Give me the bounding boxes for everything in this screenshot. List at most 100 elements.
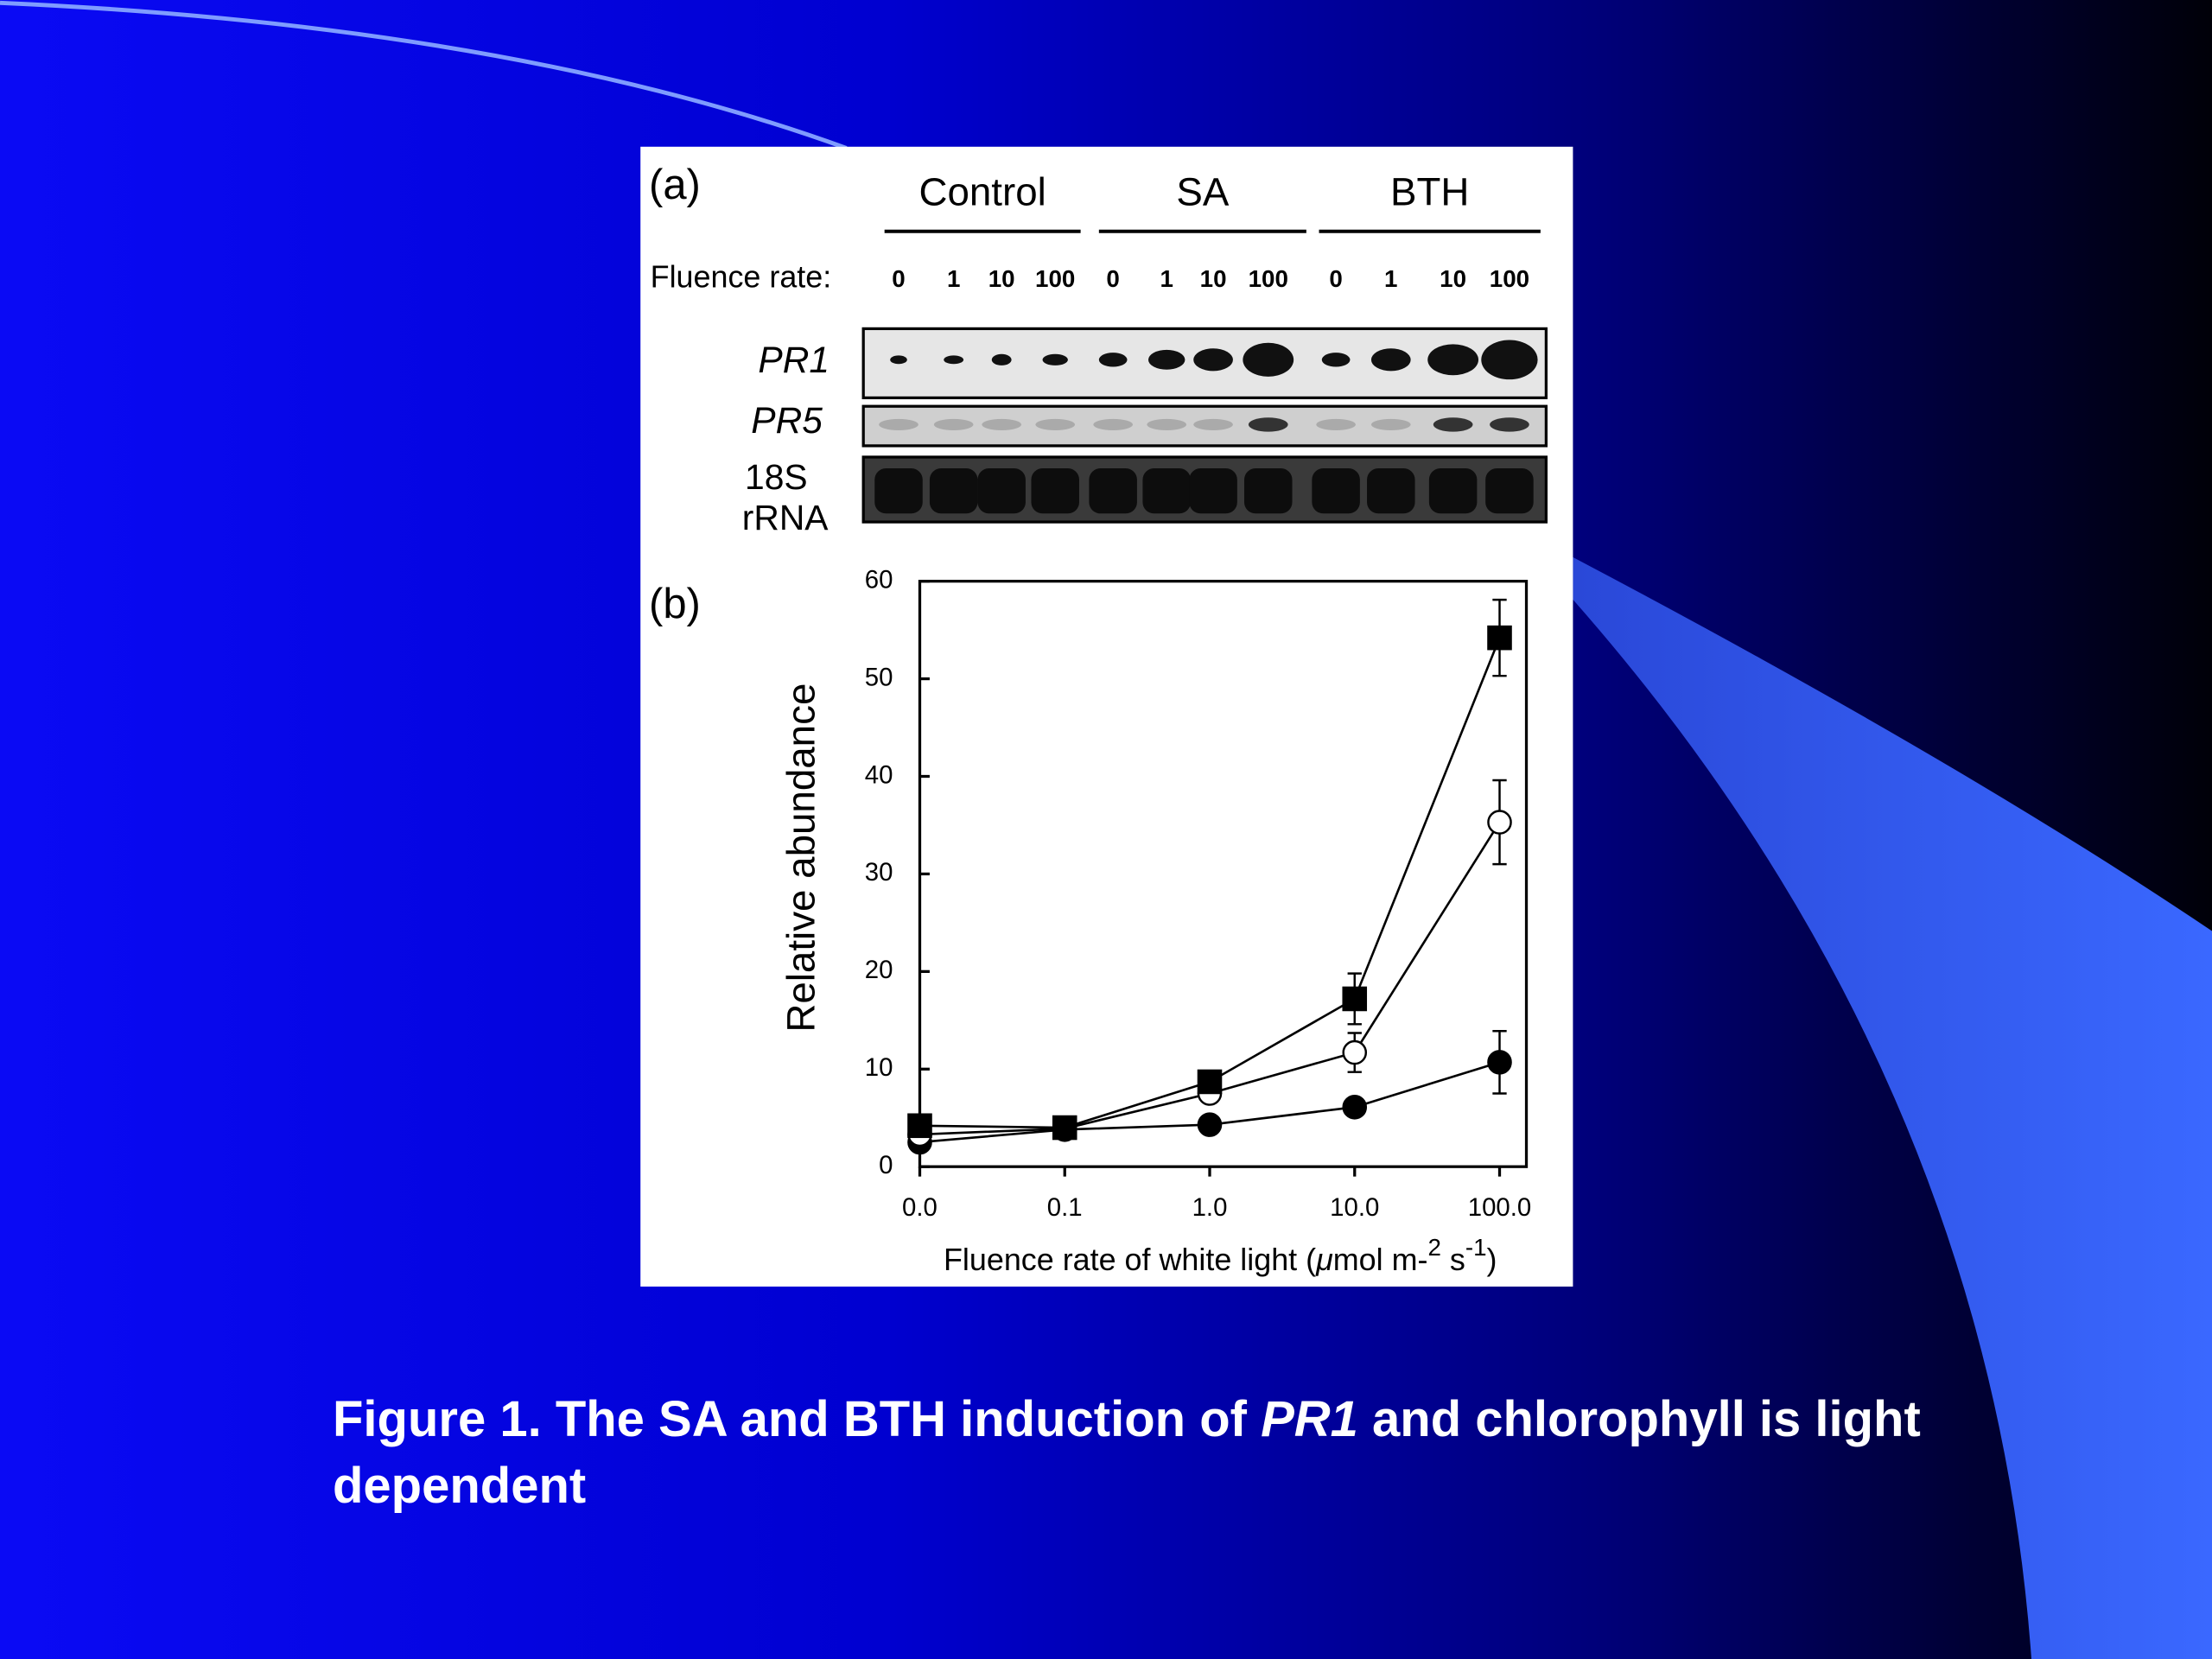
x-axis-title-part: μ [1315,1243,1333,1278]
x-axis-title-part: Fluence rate of white light ( [944,1243,1316,1278]
marker [1342,1095,1368,1120]
row-label: rRNA [742,498,830,537]
band [890,355,907,365]
x-axis-title-part: ) [1487,1243,1497,1278]
lane-label: 0 [1106,265,1119,292]
caption: Figure 1. The SA and BTH induction of PR… [333,1386,2052,1519]
band [874,468,923,514]
group-label: SA [1176,169,1229,213]
band [1193,348,1233,372]
lane-label: 1 [1384,265,1397,292]
x-axis-title: Fluence rate of white light (μmol m-2 s-… [944,1234,1497,1278]
x-tick-label: 1.0 [1192,1193,1228,1222]
marker [1487,1050,1512,1075]
lane-label: 1 [947,265,960,292]
lane-label: 1 [1160,265,1173,292]
band [1321,353,1351,367]
y-tick-label: 0 [879,1151,893,1179]
band [1035,418,1076,430]
marker [1052,1115,1077,1141]
marker [1342,986,1368,1012]
band [1089,468,1137,514]
y-tick-label: 20 [865,956,893,984]
band [1428,468,1478,514]
band [1147,418,1187,430]
blot-panel: (a) Fluence rate: [649,162,831,295]
lane-label: 100 [1249,265,1288,292]
y-tick-label: 40 [865,760,893,789]
group-label: BTH [1390,169,1469,213]
band [1427,344,1479,376]
caption-text: Figure 1. The SA and BTH induction of [333,1391,1262,1447]
lane-label: 10 [1200,265,1227,292]
band [1031,468,1079,514]
row-label: Fluence rate: [651,259,832,295]
row-label: PR1 [758,340,830,380]
x-axis-title-part: s [1441,1243,1465,1278]
band [1490,417,1529,432]
band [1367,468,1415,514]
x-tick-label: 10.0 [1330,1193,1379,1222]
band [1248,417,1288,432]
x-axis-title-part: -1 [1465,1234,1487,1261]
band [1193,418,1233,430]
band [991,353,1012,365]
y-axis-title: Relative abundance [779,683,823,1033]
caption-gene: PR1 [1261,1391,1358,1447]
marker [907,1113,932,1139]
marker [1487,810,1512,835]
row-label: PR5 [751,400,823,441]
band [1481,340,1538,380]
y-tick-label: 10 [865,1053,893,1082]
group-label: Control [918,169,1046,213]
band [1098,353,1128,367]
band [933,418,974,430]
marker [1197,1069,1223,1095]
plot-frame [918,580,1529,1168]
y-tick-label: 50 [865,663,893,691]
band [1189,468,1237,514]
row-label: 18S [745,457,808,497]
x-tick-label: 100.0 [1468,1193,1532,1222]
band [1244,468,1293,514]
panel-label: (a) [649,162,701,208]
lane-label: 100 [1490,265,1529,292]
y-tick-label: 60 [865,565,893,594]
panel-label: (b) [649,581,701,627]
band [879,418,918,430]
x-tick-label: 0.0 [902,1193,938,1222]
lane-label: 10 [1440,265,1466,292]
band [1370,348,1411,372]
lane-label: 100 [1035,265,1075,292]
band [1370,418,1411,430]
band [1093,418,1134,430]
band [944,355,964,365]
x-tick-label: 0.1 [1047,1193,1083,1222]
band [1042,353,1068,365]
band [1485,468,1534,514]
lane-label: 0 [892,265,905,292]
marker [1342,1039,1368,1065]
lane-label: 0 [1329,265,1342,292]
band [1147,349,1185,370]
lane-label: 10 [988,265,1015,292]
band [1316,418,1356,430]
x-axis-title-part: 2 [1427,1234,1440,1261]
plot: (b) Relative abundance Fluence rate of w… [649,581,1497,1278]
decor-arc [0,0,848,150]
x-axis-title-part: mol m- [1333,1243,1428,1278]
marker [1487,625,1512,651]
band [1312,468,1360,514]
marker [1197,1112,1223,1137]
decor-swoosh [1573,556,2212,1659]
band [1142,468,1191,514]
band [1433,417,1473,432]
band [1243,342,1294,377]
band [929,468,978,514]
band [977,468,1026,514]
y-tick-label: 30 [865,858,893,887]
caption-text: and chlorophyll is light dependent [333,1391,1921,1514]
band [982,418,1022,430]
